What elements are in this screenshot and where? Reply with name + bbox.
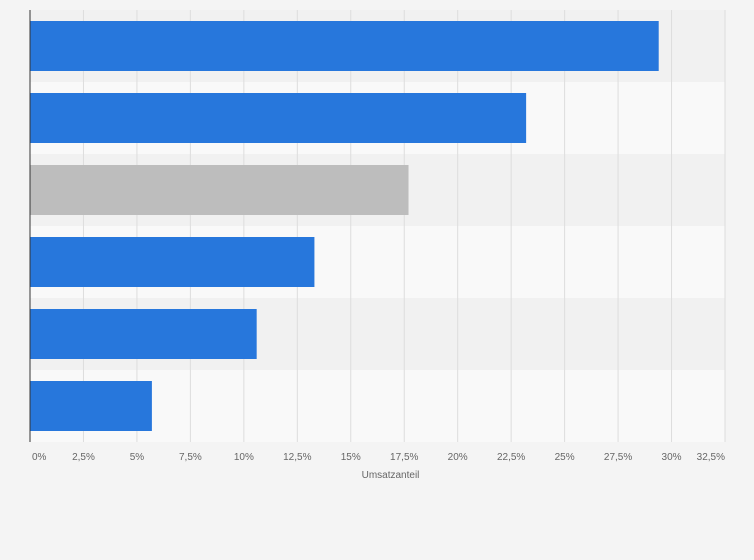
x-tick-label: 27,5% [604, 452, 632, 463]
bar[interactable] [30, 93, 527, 143]
bar[interactable] [30, 309, 257, 359]
bars [30, 21, 659, 431]
x-tick-label: 7,5% [179, 452, 202, 463]
x-tick-label: 12,5% [283, 452, 311, 463]
x-tick-label: 22,5% [497, 452, 525, 463]
x-tick-label: 25% [555, 452, 575, 463]
row-bands [30, 10, 725, 442]
bar[interactable] [30, 237, 315, 287]
x-tick-labels: 0% 2,5% 5% 7,5% 10% 12,5% 15% 17,5% 20% 22,5% 25% 2… [32, 452, 725, 463]
x-tick-label: 30% [662, 452, 682, 463]
x-tick-label: 20% [448, 452, 468, 463]
x-tick-label: 0% [32, 452, 47, 463]
x-tick-label: 10% [234, 452, 254, 463]
x-tick-label: 2,5% [72, 452, 95, 463]
bar[interactable] [30, 21, 659, 71]
x-tick-label: 17,5% [390, 452, 418, 463]
bar[interactable] [30, 381, 152, 431]
gridlines [82, 10, 726, 442]
x-tick-label: 15% [341, 452, 361, 463]
x-tick-label: 32,5% [697, 452, 725, 463]
x-axis-title: Umsatzanteil [362, 470, 420, 481]
x-tick-label: 5% [130, 452, 145, 463]
bar[interactable] [30, 165, 409, 215]
